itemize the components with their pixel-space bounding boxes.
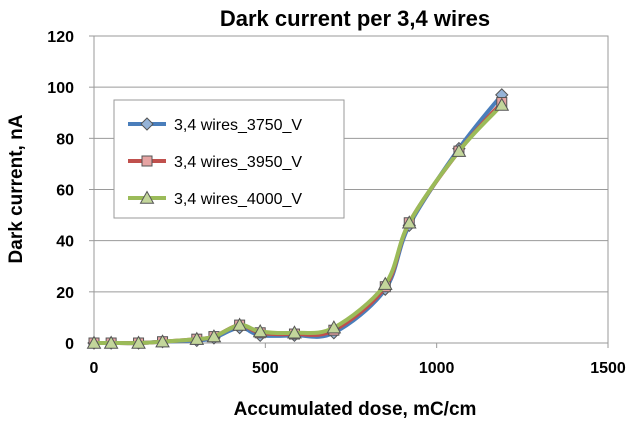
data-point: [232, 317, 247, 331]
legend-label: 3,4 wires_3750_V: [174, 117, 302, 134]
legend-marker: [140, 117, 154, 131]
data-point: [252, 323, 268, 338]
data-point: [155, 334, 170, 348]
x-tick-label: 1000: [419, 360, 455, 377]
legend-marker: [141, 155, 153, 167]
data-point: [326, 320, 342, 334]
data-point: [451, 143, 467, 157]
data-point: [287, 325, 302, 339]
chart-title: Dark current per 3,4 wires: [220, 6, 490, 31]
y-tick-label: 20: [56, 285, 74, 302]
y-axis-ticks: 0 20 40 60 80 100 120: [47, 29, 94, 353]
legend-label: 3,4 wires_4000_V: [174, 191, 302, 208]
y-tick-label: 40: [56, 234, 74, 251]
legend-item: 3,4 wires_3950_V: [128, 154, 302, 171]
x-axis-ticks: 0 500 1000 1500: [90, 343, 626, 377]
y-tick-label: 80: [56, 131, 74, 148]
y-tick-label: 100: [47, 80, 74, 97]
series-3: [86, 97, 510, 349]
legend: 3,4 wires_3750_V 3,4 wires_3950_V 3,4 wire…: [113, 99, 345, 219]
data-point: [401, 215, 417, 229]
data-point: [131, 335, 146, 349]
data-point: [86, 335, 102, 349]
legend-marker: [139, 190, 155, 204]
series-layer: [86, 88, 510, 350]
data-point: [206, 329, 222, 343]
y-tick-label: 60: [56, 183, 74, 200]
legend-item: 3,4 wires_4000_V: [128, 190, 302, 208]
legend-item: 3,4 wires_3750_V: [128, 117, 302, 134]
y-axis-label: Dark current, nA: [6, 114, 27, 263]
x-tick-label: 1500: [590, 360, 626, 377]
y-tick-label: 0: [65, 336, 74, 353]
x-tick-label: 0: [90, 360, 99, 377]
data-point: [103, 335, 119, 349]
data-point: [189, 331, 205, 345]
x-tick-label: 500: [252, 360, 279, 377]
y-tick-label: 120: [47, 29, 74, 46]
x-axis-label: Accumulated dose, mC/cm: [234, 399, 477, 420]
data-point: [494, 97, 510, 111]
legend-label: 3,4 wires_3950_V: [174, 154, 302, 171]
data-point: [377, 276, 393, 290]
